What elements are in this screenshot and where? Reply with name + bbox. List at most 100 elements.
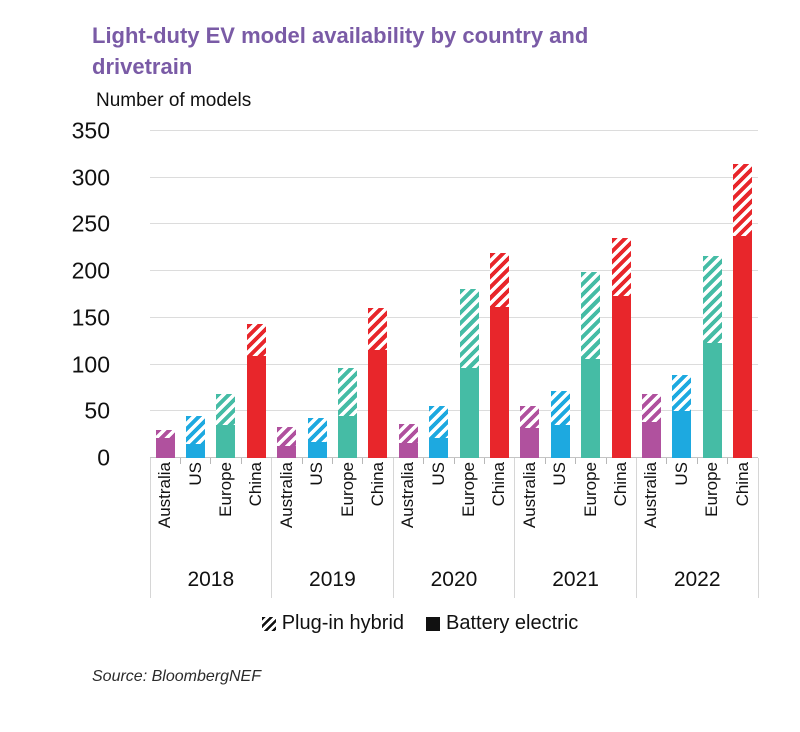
country-label-2021-china: China — [611, 462, 631, 507]
year-group-2020 — [393, 131, 515, 458]
plug-in-hybrid-segment — [733, 163, 753, 236]
year-group-separator — [514, 458, 516, 598]
bar-cell-2021-us — [545, 131, 575, 458]
x-tick — [696, 458, 698, 464]
country-label-2019-europe: Europe — [337, 462, 357, 517]
plug-in-hybrid-segment — [459, 288, 479, 369]
country-label-2020-europe: Europe — [459, 462, 479, 517]
country-label-cell: US — [302, 462, 332, 566]
plug-in-hybrid-segment — [429, 405, 449, 439]
battery-electric-segment — [490, 306, 510, 458]
plug-in-hybrid-segment — [216, 393, 236, 426]
country-label-2022-australia: Australia — [641, 462, 661, 529]
country-label-2019-us: US — [307, 462, 327, 486]
bar-2022-us — [672, 374, 692, 458]
bar-cell-2018-us — [180, 131, 210, 458]
bar-2019-us — [307, 417, 327, 458]
bar-2022-australia — [642, 393, 662, 458]
plug-in-hybrid-segment — [155, 429, 175, 439]
country-label-2022-us: US — [671, 462, 691, 486]
x-tick — [301, 458, 303, 464]
x-tick — [605, 458, 607, 464]
bar-cell-2019-australia — [272, 131, 302, 458]
year-group-2018 — [150, 131, 272, 458]
x-axis: Australia US Europe China Australia US Europe C… — [149, 458, 759, 608]
year-group-separator — [635, 458, 637, 598]
legend-label-plug-in-hybrid: Plug-in hybrid — [281, 612, 405, 634]
y-tick-label-0: 0 — [97, 444, 110, 471]
x-tick — [544, 458, 546, 464]
country-label-cell: Europe — [697, 462, 727, 566]
legend-item-battery-electric: Battery electric — [426, 612, 578, 635]
country-label-2021-us: US — [550, 462, 570, 486]
plug-in-hybrid-segment — [338, 368, 358, 416]
bar-2019-australia — [277, 427, 297, 458]
y-tick-label-300: 300 — [71, 164, 110, 191]
gridline-50 — [150, 410, 758, 412]
country-label-2021-europe: Europe — [580, 462, 600, 517]
country-label-2020-us: US — [428, 462, 448, 486]
year-label-2020: 2020 — [430, 568, 478, 591]
bar-2022-china — [733, 163, 753, 458]
country-label-cell: Australia — [150, 462, 180, 566]
bar-2019-europe — [338, 368, 358, 458]
battery-electric-segment — [429, 438, 449, 458]
country-label-2018-us: US — [185, 462, 205, 486]
year-label-2018: 2018 — [187, 568, 235, 591]
bar-2021-china — [611, 237, 631, 458]
bar-2022-europe — [702, 256, 722, 458]
battery-electric-segment — [642, 421, 662, 458]
bar-2020-china — [490, 253, 510, 458]
year-label-row: 2018 2019 2020 2021 2022 — [150, 568, 758, 592]
bar-2021-australia — [520, 405, 540, 458]
x-tick — [210, 458, 212, 464]
x-tick — [575, 458, 577, 464]
country-label-cell: US — [545, 462, 575, 566]
year-group-2019 — [272, 131, 394, 458]
country-label-2019-china: China — [367, 462, 387, 507]
legend-item-plug-in-hybrid: Plug-in hybrid — [261, 612, 405, 635]
bar-cell-2018-europe — [211, 131, 241, 458]
bar-cell-2020-europe — [454, 131, 484, 458]
hatch-swatch-icon — [261, 616, 276, 631]
bar-2020-europe — [459, 288, 479, 458]
country-label-2021-australia: Australia — [519, 462, 539, 529]
gridline-100 — [150, 363, 758, 365]
y-tick-label-50: 50 — [84, 397, 110, 424]
battery-electric-segment — [398, 443, 418, 458]
country-label-cell: Europe — [211, 462, 241, 566]
bar-cell-2021-europe — [576, 131, 606, 458]
country-label-cell: Europe — [575, 462, 605, 566]
plug-in-hybrid-segment — [246, 324, 266, 357]
bar-cell-2022-china — [728, 131, 758, 458]
country-label-cell: Europe — [454, 462, 484, 566]
y-tick-label-250: 250 — [71, 210, 110, 237]
y-axis-title: Number of models — [96, 90, 252, 111]
country-label-cell: Australia — [636, 462, 666, 566]
battery-electric-segment — [307, 442, 327, 458]
x-tick — [453, 458, 455, 464]
country-label-cell: Australia — [393, 462, 423, 566]
bar-2020-us — [429, 405, 449, 458]
x-tick — [179, 458, 181, 464]
country-label-2020-china: China — [489, 462, 509, 507]
bar-cell-2020-australia — [393, 131, 423, 458]
country-label-cell: China — [484, 462, 514, 566]
country-label-cell: China — [727, 462, 757, 566]
bar-cell-2022-australia — [636, 131, 666, 458]
battery-electric-segment — [733, 235, 753, 458]
solid-swatch-icon — [426, 616, 441, 631]
country-label-2022-china: China — [732, 462, 752, 507]
country-label-cell: Australia — [272, 462, 302, 566]
bar-cell-2018-australia — [150, 131, 180, 458]
x-tick — [483, 458, 485, 464]
battery-electric-segment — [550, 425, 570, 458]
bar-cell-2020-us — [424, 131, 454, 458]
bar-2021-europe — [581, 272, 601, 458]
country-label-cell: China — [363, 462, 393, 566]
x-tick — [240, 458, 242, 464]
year-group-separator — [271, 458, 273, 598]
bar-cell-2018-china — [241, 131, 271, 458]
bar-groups — [150, 131, 758, 458]
